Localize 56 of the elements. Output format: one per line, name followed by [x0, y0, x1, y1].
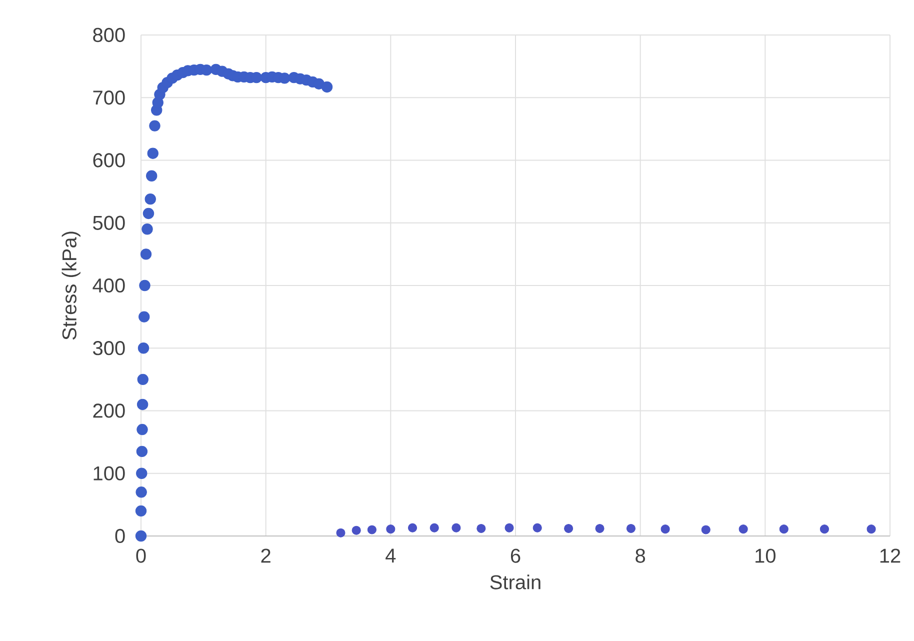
- point: [386, 524, 396, 534]
- point: [136, 468, 148, 479]
- y-tick-label: 400: [92, 278, 125, 293]
- point: [142, 224, 153, 235]
- y-tick-label: 300: [93, 341, 125, 356]
- point: [701, 525, 710, 534]
- point: [139, 280, 150, 292]
- y-tick-label: 600: [93, 153, 125, 168]
- point: [564, 524, 574, 534]
- point: [532, 523, 542, 532]
- point: [140, 248, 152, 260]
- point: [135, 505, 147, 517]
- point: [504, 523, 514, 532]
- x-tick-label: 8: [636, 548, 646, 563]
- x-tick-label: 0: [136, 548, 146, 563]
- point: [595, 524, 604, 534]
- point: [352, 526, 361, 535]
- point: [452, 523, 461, 532]
- x-axis-title: Strain: [490, 574, 540, 590]
- point: [137, 374, 148, 386]
- x-tick-label: 4: [386, 548, 396, 562]
- point: [144, 193, 156, 205]
- point: [660, 524, 670, 534]
- y-tick-label: 200: [93, 404, 125, 418]
- y-tick-label: 0: [115, 528, 125, 544]
- x-tick-label: 6: [510, 548, 520, 563]
- point: [146, 170, 158, 182]
- x-tick-label: 10: [756, 548, 776, 563]
- point: [147, 148, 158, 159]
- point: [626, 524, 636, 534]
- point: [476, 524, 486, 534]
- y-tick-label: 500: [93, 216, 125, 230]
- point: [738, 524, 748, 534]
- point: [820, 524, 829, 534]
- point: [138, 342, 150, 354]
- point: [336, 528, 346, 538]
- point: [367, 525, 376, 534]
- point: [138, 311, 150, 322]
- point: [779, 524, 788, 534]
- point: [149, 120, 160, 132]
- y-tick-label: 700: [93, 90, 125, 105]
- y-axis-title: Stress (kPa): [62, 232, 80, 340]
- point: [136, 424, 148, 436]
- x-tick-label: 2: [261, 548, 270, 563]
- y-tick-label: 800: [93, 28, 125, 42]
- x-tick-label: 12: [880, 548, 900, 563]
- point: [142, 208, 154, 220]
- point: [866, 524, 876, 534]
- point: [136, 398, 148, 410]
- point: [136, 486, 147, 498]
- point: [430, 523, 439, 532]
- point: [135, 530, 147, 542]
- y-tick-label: 100: [94, 466, 125, 480]
- point: [136, 446, 148, 458]
- point: [408, 523, 418, 532]
- point: [321, 81, 333, 93]
